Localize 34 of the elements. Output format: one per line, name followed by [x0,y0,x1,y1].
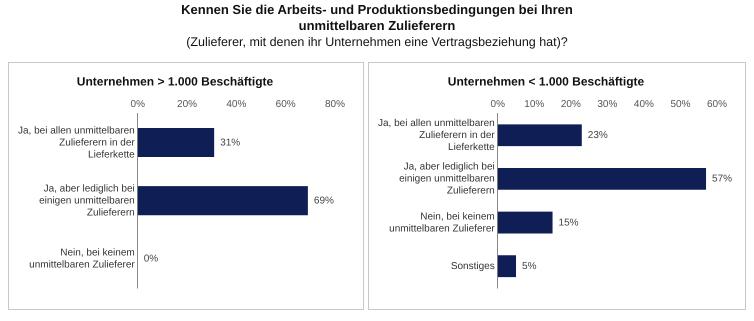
y-tick-label: Sonstiges [450,260,495,272]
data-label: 5% [522,260,537,272]
data-label: 31% [220,137,240,148]
bar [498,255,516,278]
y-tick-label: Ja, bei allen unmittelbaren Zulieferern in der Lieferkette [18,125,136,160]
x-tick-label: 0% [490,99,506,110]
y-tick-label: Ja, aber lediglich bei einigen unmittelbaren Zulieferern [399,162,495,197]
data-label: 15% [558,217,579,228]
x-tick-label: 60% [276,99,296,110]
x-tick-label: 60% [706,99,728,110]
x-tick-label: 40% [634,99,654,110]
text: Kennen Sie die Arbeits- und Produktionsbedingungen bei Ihren unmittelbaren Zulieferern [180,2,574,34]
x-tick-label: 10% [524,99,544,110]
x-tick-label: 20% [560,99,581,110]
bar [498,124,582,146]
x-tick-label: 20% [177,99,198,110]
data-label: 57% [712,174,732,185]
x-tick-label: 40% [226,99,246,110]
data-label: 23% [588,130,608,141]
y-tick-label: Nein, bei keinem unmittelbaren Zulieferer [29,248,136,271]
data-label: 69% [314,195,334,206]
x-tick-label: 30% [597,99,618,110]
x-tick-label: 0% [130,99,146,110]
bar [498,168,706,190]
y-tick-label: Ja, aber lediglich bei einigen unmittelbaren Zulieferern [39,183,135,218]
chart-title: Unternehmen < 1.000 Beschäftigte [448,74,645,89]
chart-title: Unternehmen > 1.000 Beschäftigte [76,74,274,89]
text: (Zulieferer, mit denen ihr Unternehmen eine Vertragsbeziehung hat)? [185,34,569,50]
data-label: 0% [144,254,158,265]
y-tick-label: Ja, bei allen unmittelbaren Zulieferern in der Lieferkette [378,118,496,153]
y-tick-label: Nein, bei keinem unmittelbaren Zulieferer [389,211,496,234]
x-tick-label: 50% [670,99,691,110]
bar [498,212,553,234]
x-tick-label: 80% [324,99,346,110]
